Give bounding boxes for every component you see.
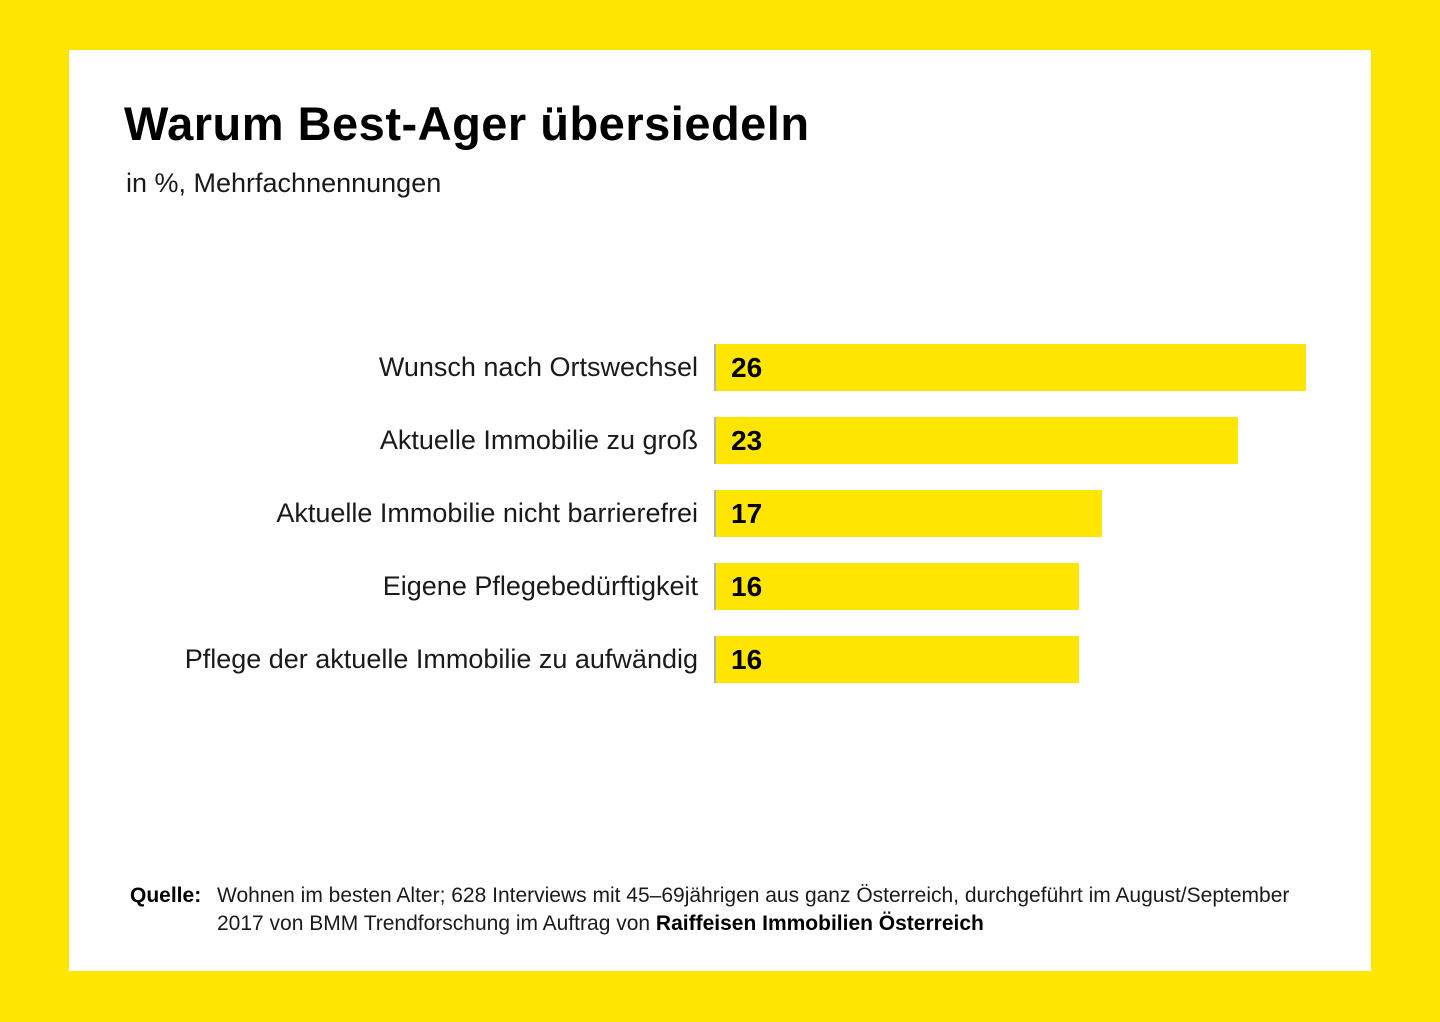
bar-label: Wunsch nach Ortswechsel	[378, 352, 698, 382]
chart-row: Aktuelle Immobilie zu groß 23	[69, 417, 1371, 464]
bar: 16	[716, 636, 1079, 683]
source-line-1: Wohnen im besten Alter; 628 Interviews m…	[217, 884, 1290, 907]
bar-track: 16	[714, 563, 1371, 610]
bar-value: 16	[731, 643, 763, 675]
chart-row: Pflege der aktuelle Immobilie zu aufwänd…	[69, 636, 1371, 683]
bar-label: Aktuelle Immobilie nicht barrierefrei	[276, 498, 698, 528]
bar-track: 26	[714, 344, 1371, 391]
source-publisher: Raiffeisen Immobilien Österreich	[655, 912, 984, 935]
bar: 17	[716, 490, 1102, 537]
source-label: Quelle:	[130, 884, 202, 907]
source-text: Wohnen im besten Alter; 628 Interviews m…	[217, 882, 1289, 938]
bar: 16	[716, 563, 1079, 610]
chart-title: Warum Best-Ager übersiedeln	[124, 97, 810, 150]
bar-track: 23	[714, 417, 1371, 464]
bar-value: 26	[731, 351, 763, 383]
chart-row: Eigene Pflegebedürftigkeit 16	[69, 563, 1371, 610]
bar-value: 17	[731, 497, 763, 529]
chart-card: Warum Best-Ager übersiedeln in %, Mehrfa…	[69, 50, 1371, 971]
bar-track: 17	[714, 490, 1371, 537]
bar-label: Eigene Pflegebedürftigkeit	[382, 571, 698, 601]
bar-value: 16	[731, 570, 763, 602]
source-line-2: 2017 von BMM Trendforschung im Auftrag v…	[217, 910, 1289, 938]
source-note: Quelle: Wohnen im besten Alter; 628 Inte…	[130, 882, 1289, 938]
chart-row: Wunsch nach Ortswechsel 26	[69, 344, 1371, 391]
bar: 23	[716, 417, 1238, 464]
bar-label: Pflege der aktuelle Immobilie zu aufwänd…	[184, 644, 698, 674]
source-line-2-text: 2017 von BMM Trendforschung im Auftrag v…	[217, 912, 656, 935]
bar-value: 23	[731, 424, 763, 456]
bar: 26	[716, 344, 1306, 391]
bar-label: Aktuelle Immobilie zu groß	[379, 425, 698, 455]
chart-row: Aktuelle Immobilie nicht barrierefrei 17	[69, 490, 1371, 537]
bar-track: 16	[714, 636, 1371, 683]
horizontal-bar-chart: Wunsch nach Ortswechsel 26 Aktuelle Immobi…	[69, 344, 1371, 683]
chart-subtitle: in %, Mehrfachnennungen	[126, 168, 442, 198]
